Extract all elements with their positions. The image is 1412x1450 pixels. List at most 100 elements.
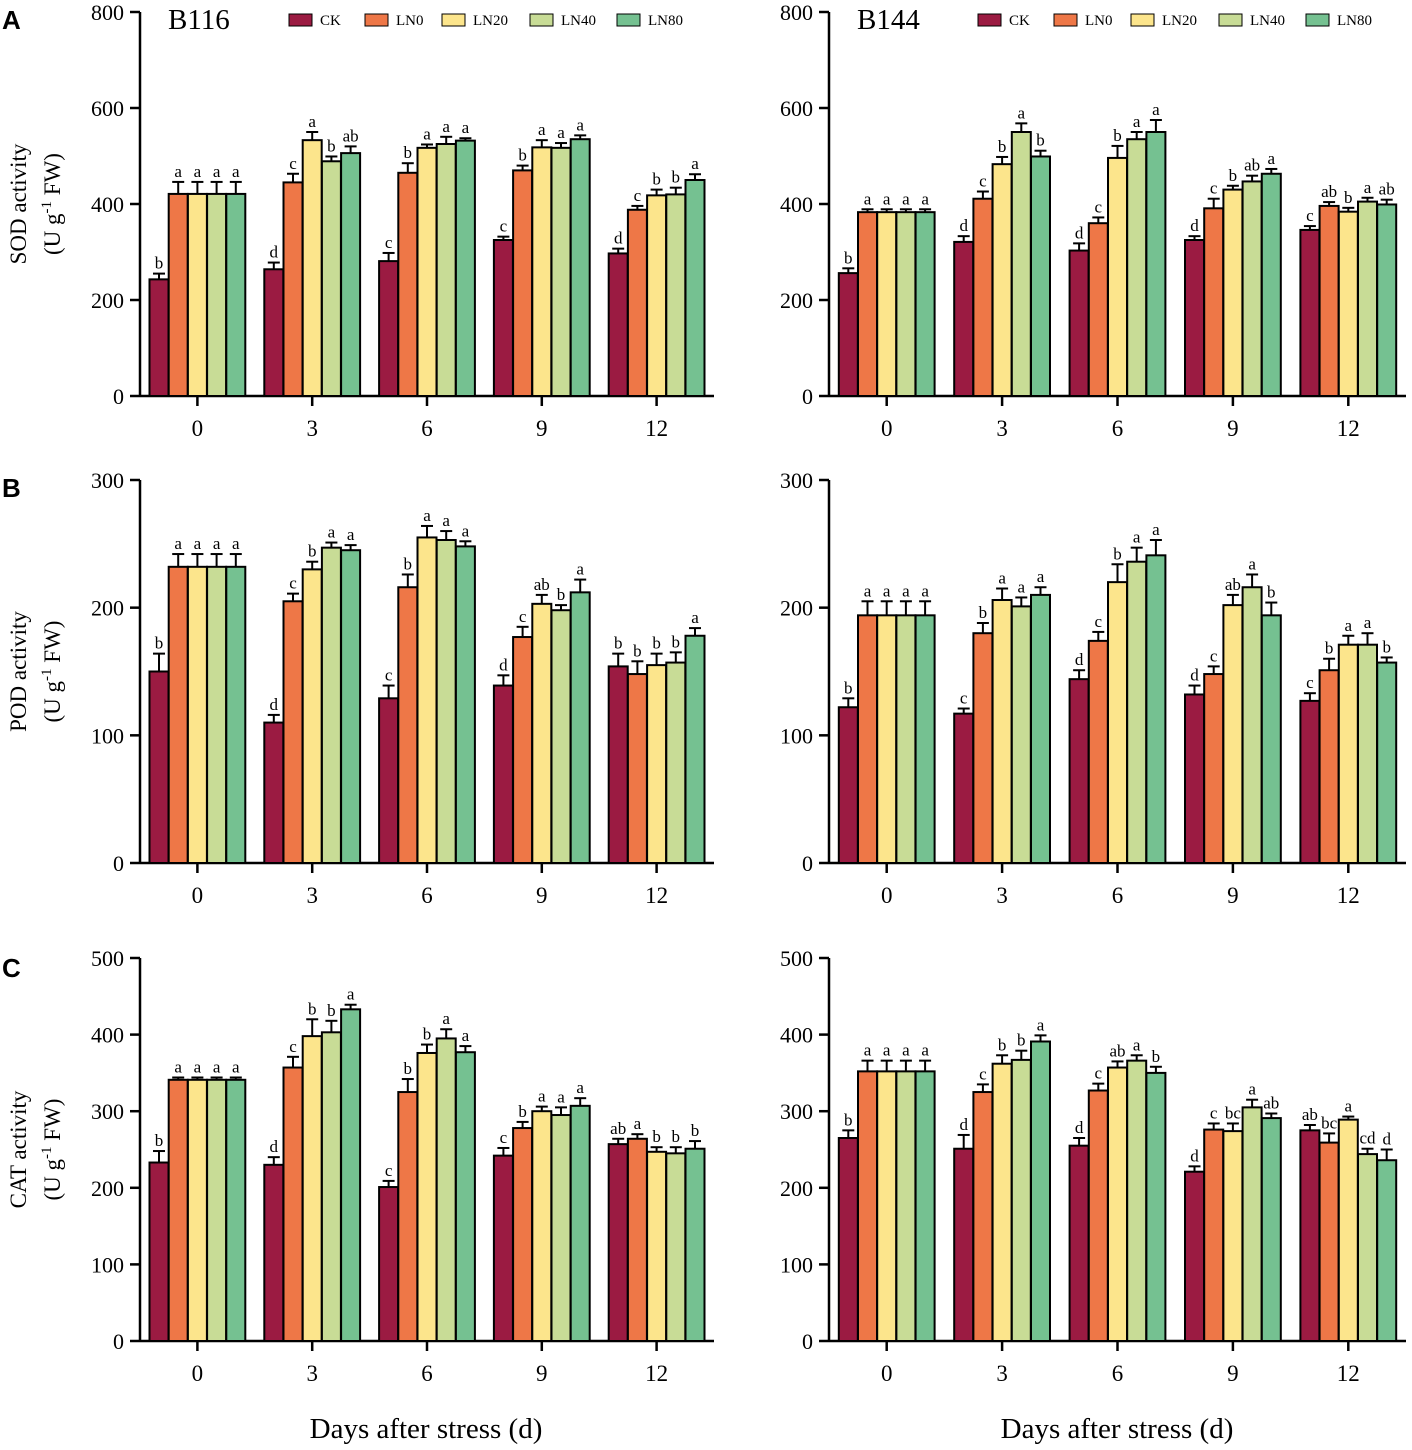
bar-ln40 (435, 143, 457, 397)
bar-ln40 (1126, 1059, 1148, 1343)
bar-ln0 (972, 1091, 994, 1343)
bar-ln80 (1376, 203, 1398, 397)
significance-letter: c (1210, 179, 1218, 198)
significance-letter: ab (1109, 1041, 1125, 1060)
bar-ln80 (1260, 614, 1282, 864)
bar-ln40 (550, 146, 572, 397)
bar-ln20 (991, 599, 1013, 864)
significance-letter: c (960, 689, 968, 708)
significance-letter: a (1037, 567, 1045, 586)
y-tick-label: 500 (91, 946, 124, 971)
bar-ln80 (569, 591, 591, 864)
significance-letter: a (1345, 616, 1353, 635)
x-tick-label: 0 (192, 883, 204, 908)
bar-ln40 (1357, 643, 1378, 864)
significance-letter: b (1017, 1031, 1026, 1050)
bar-ln0 (972, 197, 994, 397)
significance-letter: b (998, 137, 1007, 156)
bar-ln0 (857, 614, 878, 864)
bar-ln80 (1145, 554, 1167, 864)
significance-letter: a (308, 112, 316, 131)
bar-ln20 (646, 194, 668, 397)
significance-letter: a (1152, 520, 1160, 539)
bar-ln80 (684, 1147, 706, 1343)
significance-letter: a (462, 1026, 470, 1045)
bar-ln80 (454, 1051, 476, 1343)
significance-letter: a (576, 115, 584, 134)
bar-ln20 (186, 192, 208, 397)
significance-letter: a (576, 1078, 584, 1097)
significance-letter: a (864, 581, 872, 600)
significance-letter: d (1075, 650, 1084, 669)
y-tick-label: 0 (113, 384, 124, 409)
x-tick-label: 3 (996, 883, 1008, 908)
bar-ln40 (665, 661, 687, 865)
x-tick-label: 9 (1227, 1361, 1239, 1386)
significance-letter: a (576, 560, 584, 579)
x-tick-label: 12 (645, 416, 668, 441)
bar-ln40 (1241, 180, 1263, 397)
significance-letter: ab (610, 1119, 626, 1138)
bar-ln0 (512, 1127, 534, 1342)
significance-letter: b (423, 1025, 432, 1044)
significance-letter: a (442, 117, 450, 136)
x-tick-label: 6 (1112, 416, 1124, 441)
significance-letter: b (327, 1001, 336, 1020)
significance-letter: a (423, 506, 431, 525)
significance-letter: a (538, 120, 546, 139)
significance-letter: c (1210, 646, 1218, 665)
significance-letter: ab (1321, 182, 1337, 201)
significance-letter: b (672, 632, 681, 651)
significance-letter: c (1306, 673, 1314, 692)
chart-title: B144 (857, 4, 920, 36)
significance-letter: b (404, 1059, 413, 1078)
significance-letter: a (902, 581, 910, 600)
significance-letter: a (883, 189, 891, 208)
bar-ln40 (550, 609, 572, 864)
significance-letter: a (883, 581, 891, 600)
bar-ln20 (1107, 1066, 1128, 1342)
significance-letter: a (1133, 1035, 1141, 1054)
bar-ln80 (1030, 593, 1051, 865)
bar-ln20 (991, 163, 1013, 397)
legend-label-ln0: LN0 (396, 13, 424, 29)
significance-letter: a (1248, 1080, 1256, 1099)
bar-ck (263, 1163, 285, 1342)
significance-letter: a (557, 123, 565, 142)
significance-letter: ab (1263, 1093, 1279, 1112)
bar-ck (953, 712, 975, 864)
x-tick-label: 12 (1337, 416, 1360, 441)
bar-ck (148, 1161, 170, 1342)
significance-letter: b (672, 1127, 681, 1146)
significance-letter: a (1018, 577, 1026, 596)
bar-ln80 (1260, 172, 1282, 397)
y-axis-title-units: (U g-1 FW) (39, 153, 65, 255)
significance-letter: a (1133, 528, 1141, 547)
bar-ck (1299, 699, 1321, 865)
significance-letter: b (1229, 166, 1238, 185)
bar-ck (1184, 239, 1205, 397)
significance-letter: a (1018, 103, 1026, 122)
bar-ln0 (282, 181, 304, 397)
significance-letter: b (998, 1035, 1007, 1054)
legend-label-ln80: LN80 (1337, 13, 1372, 29)
y-tick-label: 600 (91, 96, 124, 121)
bar-ln20 (301, 139, 323, 397)
significance-letter: b (1036, 131, 1045, 150)
bar-ln80 (340, 549, 362, 864)
bar-ln0 (1318, 204, 1340, 397)
bar-ln80 (1376, 661, 1398, 865)
panel-letter-b: B (2, 473, 21, 503)
bar-ln40 (206, 565, 228, 865)
significance-letter: d (499, 655, 508, 674)
bar-ln80 (454, 139, 476, 397)
legend-label-ck: CK (320, 13, 341, 29)
significance-letter: d (1382, 1130, 1391, 1149)
significance-letter: a (462, 118, 470, 137)
bar-ck (1184, 693, 1205, 864)
significance-letter: c (979, 172, 987, 191)
bar-ln80 (684, 634, 706, 865)
bar-ln20 (416, 536, 438, 864)
significance-letter: b (614, 634, 623, 653)
